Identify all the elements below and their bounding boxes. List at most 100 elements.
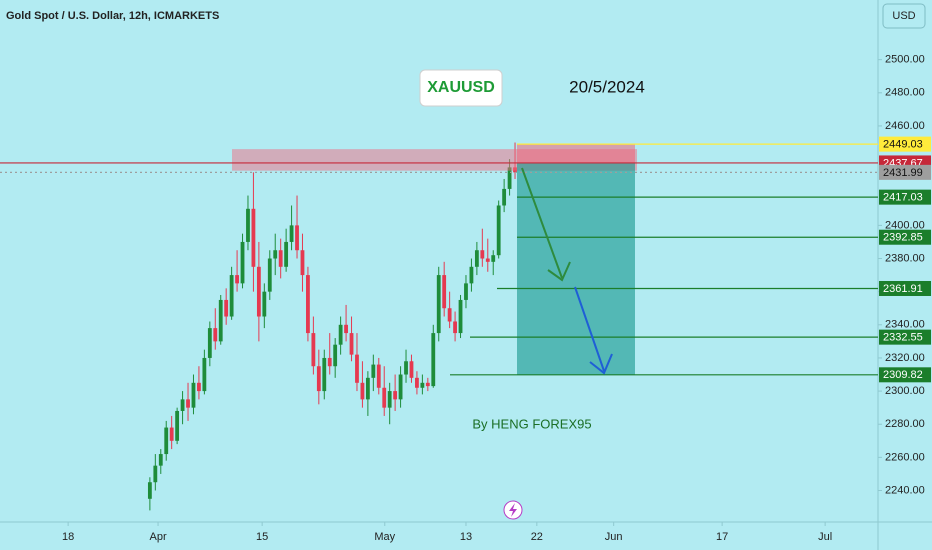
candle-body	[442, 275, 447, 309]
x-tick-label: Apr	[149, 531, 166, 543]
y-tick-label: 2500.00	[885, 54, 925, 66]
candle-body	[295, 225, 299, 251]
candle-body	[333, 344, 338, 367]
candle-body	[327, 357, 332, 367]
y-tick-label: 2320.00	[885, 352, 925, 364]
candle-body	[262, 291, 267, 317]
candle-body	[147, 482, 152, 499]
candle-body	[180, 399, 185, 411]
candle-body	[191, 382, 196, 408]
candle-body	[175, 410, 180, 441]
candle-body	[431, 333, 436, 387]
candle-body	[398, 374, 403, 400]
candle-body	[229, 275, 234, 317]
x-tick-label: 22	[531, 531, 543, 543]
level-label: 2417.03	[883, 192, 923, 204]
y-tick-label: 2380.00	[885, 252, 925, 264]
candle-body	[496, 205, 501, 256]
candle-body	[507, 167, 512, 189]
symbol-label: XAUUSD	[427, 79, 495, 96]
candle-body	[485, 258, 490, 262]
arrow	[574, 286, 605, 372]
x-tick-label: Jul	[818, 531, 832, 543]
x-tick-label: May	[374, 531, 395, 543]
y-tick-label: 2340.00	[885, 319, 925, 331]
y-tick-label: 2280.00	[885, 418, 925, 430]
candle-body	[491, 255, 496, 262]
y-tick-label: 2260.00	[885, 451, 925, 463]
candle-body	[447, 308, 452, 322]
candle-body	[404, 361, 408, 375]
candle-body	[251, 208, 256, 267]
date-label: 20/5/2024	[569, 77, 645, 96]
candle-body	[344, 324, 348, 334]
chart-title: Gold Spot / U.S. Dollar, 12h, ICMARKETS	[6, 10, 219, 22]
candle-body	[360, 382, 365, 400]
candle-body	[322, 357, 327, 392]
candle-body	[464, 283, 468, 300]
level-label: 2361.91	[883, 283, 923, 295]
author-label: By HENG FOREX95	[472, 416, 591, 431]
candle-body	[256, 266, 261, 317]
candle-body	[393, 391, 398, 400]
candle-body	[436, 275, 441, 334]
level-label-box	[879, 367, 931, 383]
candle-body	[218, 299, 223, 342]
candle-body	[355, 354, 359, 383]
y-tick-label: 2300.00	[885, 385, 925, 397]
arrow-head	[547, 261, 571, 282]
candle-body	[240, 241, 245, 284]
candle-body	[349, 333, 354, 355]
candle-body	[480, 250, 485, 259]
candle-body	[311, 333, 316, 367]
candle-body	[158, 454, 163, 466]
candle-body	[284, 241, 289, 267]
candle-body	[224, 299, 229, 317]
candle-body	[213, 328, 218, 342]
candle-body	[376, 364, 381, 388]
candle-body	[164, 427, 169, 455]
candle-body	[316, 366, 321, 392]
candle-body	[415, 377, 419, 388]
x-tick-label: 13	[460, 531, 472, 543]
candle-body	[338, 324, 343, 345]
candle-body	[387, 391, 392, 408]
candle-body	[197, 382, 201, 392]
candle-body	[273, 250, 278, 259]
candle-body	[382, 387, 387, 408]
candle-body	[365, 377, 370, 400]
candle-body	[474, 250, 479, 267]
y-tick-label: 2240.00	[885, 484, 925, 496]
candle-body	[458, 299, 463, 334]
candle-body	[306, 275, 310, 334]
level-label-box	[879, 229, 931, 245]
level-label: 2431.99	[883, 167, 923, 179]
candle-body	[425, 382, 430, 387]
candle-body	[453, 321, 457, 334]
y-tick-label: 2480.00	[885, 87, 925, 99]
target-area	[517, 162, 635, 375]
y-tick-label: 2460.00	[885, 120, 925, 132]
candle-body	[202, 357, 207, 392]
arrow-head	[589, 353, 613, 375]
currency: USD	[892, 10, 915, 22]
level-label: 2392.85	[883, 232, 923, 244]
event-icon-bolt	[509, 503, 517, 517]
candle-body	[420, 382, 425, 388]
candle-body	[169, 427, 174, 441]
candle-body	[235, 275, 239, 284]
symbol-box	[419, 69, 503, 107]
level-label: 2449.03	[883, 139, 923, 151]
currency-button[interactable]	[882, 3, 926, 29]
candle-body	[371, 364, 376, 378]
candle-body	[502, 188, 507, 206]
x-tick-label: 15	[256, 531, 268, 543]
candle-body	[300, 250, 305, 276]
level-label: 2309.82	[883, 369, 923, 381]
candle-body	[153, 465, 158, 483]
level-label-box	[879, 329, 931, 345]
level-label-box	[879, 164, 931, 180]
stop-area	[517, 144, 635, 163]
candle-body	[409, 361, 414, 378]
